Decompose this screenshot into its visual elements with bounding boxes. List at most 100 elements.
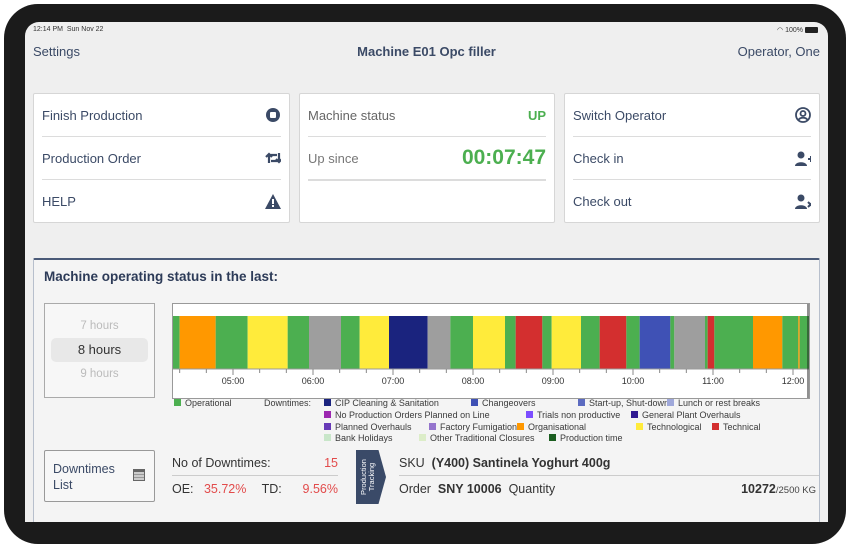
- status-timeline-chart: 05:00 06:00 07:00 08:00 09:00 10:00 11:00 12:00: [172, 303, 810, 399]
- page-title: Machine E01 Opc filler: [357, 43, 496, 59]
- oe-label: OE:: [172, 482, 194, 496]
- legend-label: Technical: [723, 421, 761, 432]
- stop-circle-icon: [265, 107, 281, 123]
- timeline-segment: [473, 316, 505, 369]
- timeline-segment: [714, 316, 753, 369]
- no-downtimes-label: No of Downtimes:: [172, 455, 271, 470]
- wifi-icon: ◠: [777, 27, 784, 34]
- timeline-segment: [626, 316, 640, 369]
- x-tick-label: 05:00: [222, 376, 245, 386]
- legend-swatch: [471, 399, 478, 406]
- td-value: 9.56%: [302, 482, 338, 496]
- settings-button[interactable]: Settings: [33, 43, 80, 59]
- quantity-value: 10272: [741, 482, 776, 496]
- order-value: SNY 10006: [437, 482, 502, 496]
- legend-label: Start-up, Shut-down: [589, 398, 670, 408]
- legend-swatch: [324, 422, 331, 430]
- legend-item-operational: Operational: [174, 398, 232, 410]
- legend-swatch: [324, 410, 331, 418]
- legend-swatch: [712, 422, 719, 430]
- legend-item: Planned Overhauls: [324, 422, 412, 434]
- picker-option-selected[interactable]: 8 hours: [51, 338, 148, 362]
- tag-label: Production Tracking: [359, 459, 376, 495]
- no-downtimes-value: 15: [324, 455, 338, 470]
- legend-label: Bank Holidays: [335, 433, 393, 444]
- timeline-segment: [173, 316, 180, 369]
- date: Sun Nov 22: [66, 26, 104, 33]
- machine-status-card: Machine status UP Up since 00:07:47: [299, 93, 555, 223]
- timeline-segment: [674, 316, 705, 369]
- finish-production-button[interactable]: Finish Production: [42, 94, 281, 137]
- app-screen: 12:14 PM Sun Nov 22 ◠ 100% Settings Mach…: [25, 22, 828, 522]
- timeline-segment: [359, 316, 389, 369]
- timeline-segment: [427, 316, 451, 369]
- legend-swatch: [324, 399, 331, 406]
- user-times-icon: [795, 194, 811, 210]
- timeline-segment: [581, 316, 600, 369]
- timeline-segment: [542, 316, 552, 369]
- oe-value: 35.72%: [203, 482, 247, 496]
- legend-item: General Plant Overhauls: [631, 410, 741, 422]
- timeline-segment: [753, 316, 783, 369]
- x-tick-label: 12:00: [782, 376, 805, 386]
- timeline-segment: [515, 316, 543, 369]
- x-tick-label: 06:00: [302, 376, 325, 386]
- operator-card: Switch Operator Check in Check out: [564, 93, 820, 223]
- picker-option[interactable]: 7 hours: [80, 320, 119, 332]
- legend-item: Organisational: [517, 422, 586, 434]
- x-tick-label: 07:00: [382, 376, 405, 386]
- hours-picker[interactable]: 7 hours 8 hours 9 hours: [44, 303, 155, 398]
- timeline-segment: [287, 316, 309, 369]
- help-button[interactable]: HELP: [42, 180, 281, 223]
- legend-item: CIP Cleaning & Sanitation: [324, 398, 439, 410]
- downtimes-legend-label: Downtimes:: [264, 398, 312, 408]
- picker-option[interactable]: 9 hours: [80, 368, 119, 380]
- battery-icon: [805, 27, 818, 34]
- legend-swatch: [667, 399, 674, 406]
- sku-label: SKU: [399, 455, 425, 470]
- legend-label: Planned Overhauls: [335, 421, 412, 432]
- switch-operator-button[interactable]: Switch Operator: [573, 94, 811, 137]
- legend-label: Other Traditional Closures: [430, 433, 535, 444]
- check-in-button[interactable]: Check in: [573, 137, 811, 180]
- legend-item: Factory Fumigation: [429, 422, 517, 434]
- downtimes-list-button[interactable]: Downtimes List: [44, 450, 155, 502]
- legend-label: General Plant Overhauls: [642, 409, 741, 420]
- panel-title: Machine operating status in the last:: [44, 269, 279, 284]
- legend-label: Lunch or rest breaks: [678, 398, 761, 408]
- machine-status-label: Machine status: [308, 107, 396, 123]
- timeline-segment: [551, 316, 581, 369]
- legend-label: CIP Cleaning & Sanitation: [335, 398, 439, 408]
- timeline-svg: 05:00 06:00 07:00 08:00 09:00 10:00 11:00 12:00: [173, 304, 809, 398]
- x-tick-label: 11:00: [702, 376, 724, 386]
- operator-button[interactable]: Operator, One: [737, 43, 820, 59]
- legend-item: Start-up, Shut-down: [578, 398, 669, 410]
- check-out-button[interactable]: Check out: [573, 180, 811, 223]
- up-since-label: Up since: [308, 150, 359, 166]
- legend-label: Trials non productive: [537, 409, 621, 420]
- timeline-segment: [450, 316, 473, 369]
- up-since-timer: 00:07:47: [461, 146, 546, 169]
- production-info: SKU (Y400) Santinela Yoghurt 400g Order …: [399, 450, 819, 502]
- operating-status-panel: Machine operating status in the last: 7 …: [33, 258, 820, 522]
- timeline-segment: [179, 316, 216, 369]
- legend-item: Bank Holidays: [324, 433, 393, 445]
- legend-item: No Production Orders Planned on Line: [324, 410, 490, 422]
- legend-item: Other Traditional Closures: [419, 433, 535, 445]
- timeline-segment: [599, 316, 627, 369]
- label: Check in: [573, 150, 624, 166]
- downtime-stats: No of Downtimes: 15 OE: 35.72% TD: 9.56%: [172, 450, 338, 502]
- legend-item: Changeovers: [471, 398, 536, 410]
- sku-value: (Y400) Santinela Yoghurt 400g: [431, 455, 611, 470]
- legend-item: Technological: [636, 422, 702, 434]
- production-order-button[interactable]: Production Order: [42, 137, 281, 180]
- legend-swatch: [526, 410, 533, 418]
- legend-label: Operational: [185, 398, 232, 408]
- td-label: TD:: [261, 482, 282, 496]
- timeline-segment: [505, 316, 516, 369]
- x-tick-label: 09:00: [542, 376, 565, 386]
- legend-item: Trials non productive: [526, 410, 620, 422]
- production-tracking-tag: Production Tracking: [356, 450, 386, 504]
- legend-label: Technological: [647, 421, 702, 432]
- nav-bar: Settings Machine E01 Opc filler Operator…: [33, 42, 820, 60]
